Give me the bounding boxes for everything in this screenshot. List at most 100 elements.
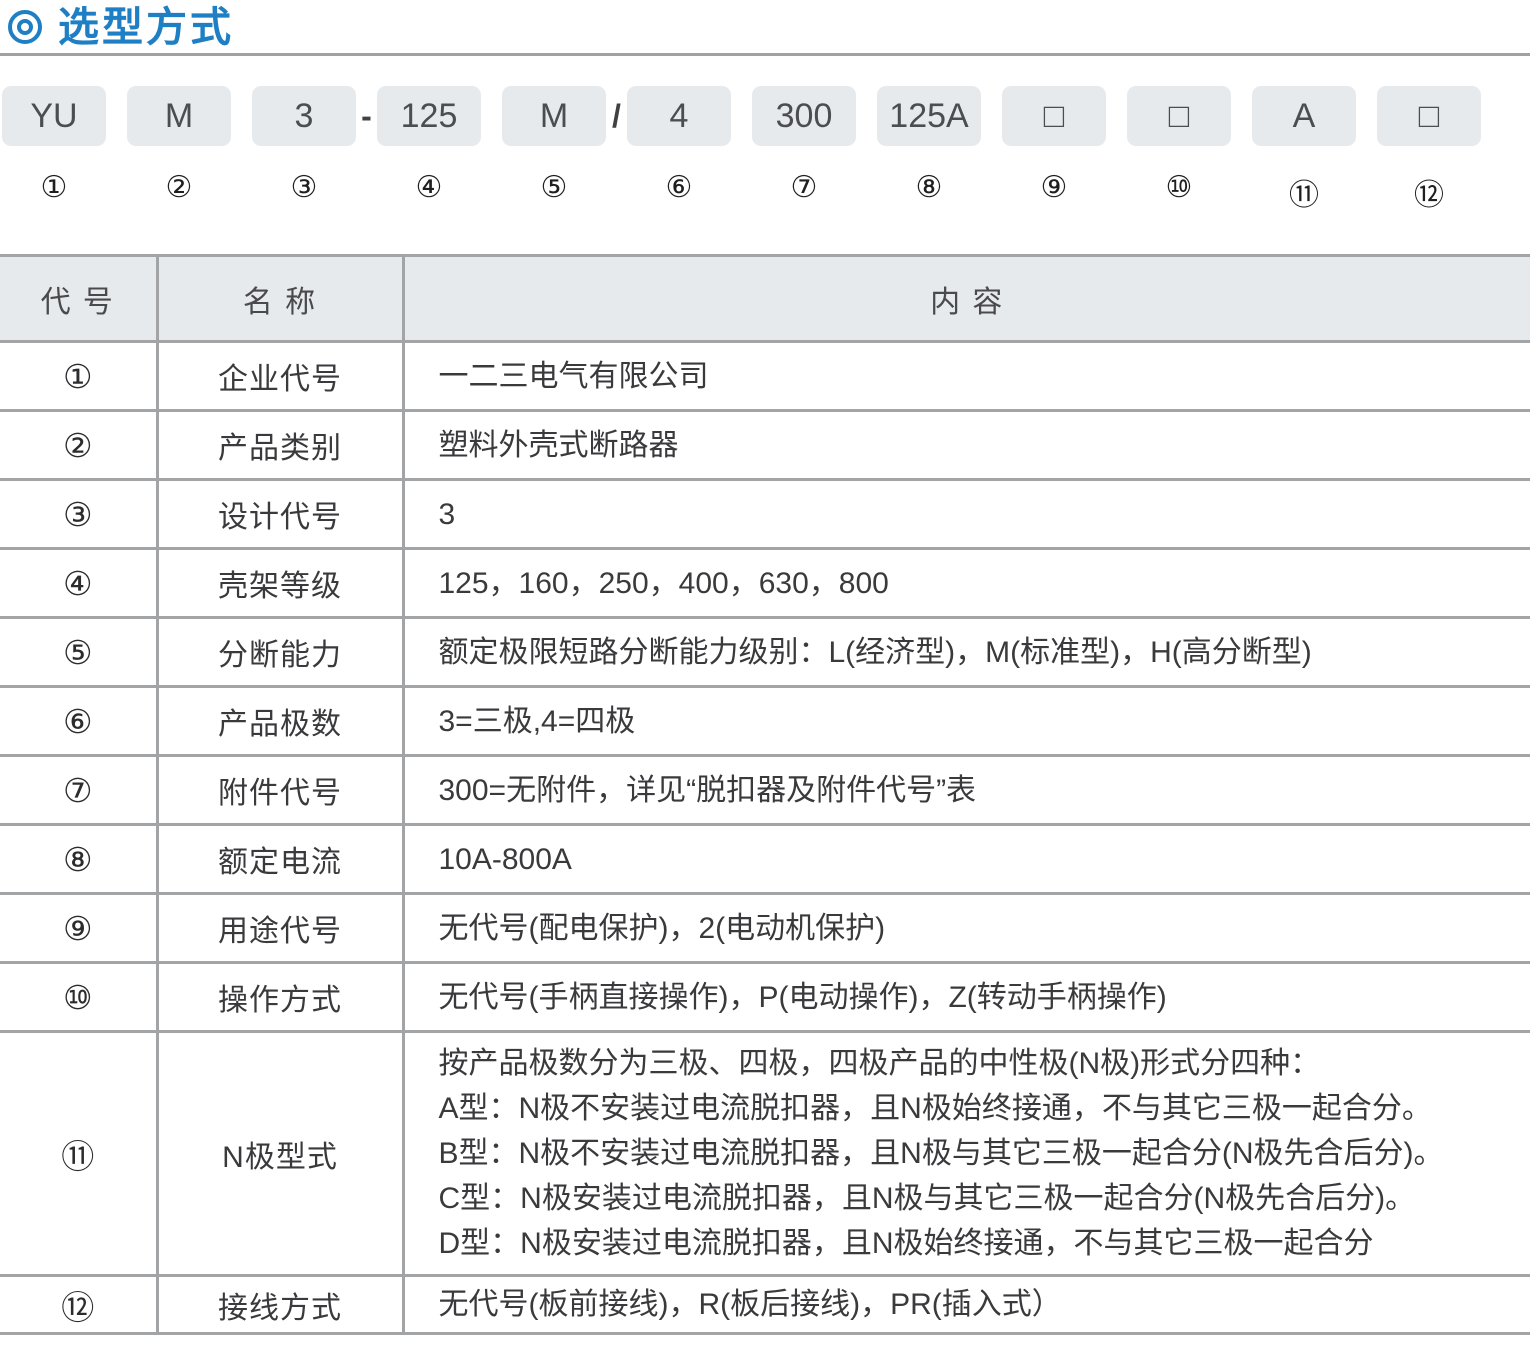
model-code-box: 125 [377,86,481,146]
model-code-box: □ [1377,86,1481,146]
row-content: 无代号(配电保护)，2(电动机保护) [401,892,1530,964]
row-name: 操作方式 [155,961,405,1033]
model-code-index: ① [40,171,68,204]
row-content-line: D型：N极安装过电流脱扣器，且N极始终接通，不与其它三极一起合分 [438,1227,1374,1260]
table-row: ⑪ N极型式 按产品极数分为三极、四极，四极产品的中性极(N极)形式分四种： A型：N… [0,1030,1530,1277]
model-code-box: 125A [877,86,981,146]
model-code-index: ⑩ [1165,171,1193,204]
row-content: 额定极限短路分断能力级别：L(经济型)，M(标准型)，H(高分断型) [401,616,1530,688]
row-content: 3 [401,478,1530,550]
row-content-line: 3=三极,4=四极 [438,704,636,738]
model-code-row: YU ① M ② 3 ③ -125 ④ M ⑤/4 ⑥ 300 ⑦ 125A ⑧ □ ⑨ □ ⑩ A ⑪ □ ⑫ [2,86,1530,214]
model-code-box: 300 [752,86,856,146]
row-name: 产品极数 [155,685,405,757]
row-content: 一二三电气有限公司 [401,340,1530,412]
row-code: ② [0,409,159,481]
row-name: 壳架等级 [155,547,405,619]
model-code-separator-glyph: - [361,97,372,134]
model-code-unit: □ ⑨ [1002,86,1106,205]
row-content-line: C型：N极安装过电流脱扣器，且N极与其它三极一起合分(N极先合后分)。 [438,1182,1416,1215]
row-name: N极型式 [155,1030,405,1277]
row-name: 附件代号 [155,754,405,826]
selection-table: 代 号 名 称 内 容 ① 企业代号 一二三电气有限公司 ② 产品类别 塑料外壳式断路器 ③… [0,254,1530,1335]
model-code-box: □ [1127,86,1231,146]
row-content-line: B型：N极不安装过电流脱扣器，且N极与其它三极一起合分(N极先合后分)。 [438,1137,1444,1170]
model-code-box: 3 [252,86,356,146]
row-content: 10A-800A [401,823,1530,895]
row-content: 按产品极数分为三极、四极，四极产品的中性极(N极)形式分四种： A型：N极不安装过… [401,1030,1530,1277]
model-code-index: ⑦ [790,171,818,204]
model-code-index: ⑨ [1040,171,1068,204]
model-code-box: M [502,86,606,146]
model-code-index: ④ [415,171,443,204]
row-content-line: 塑料外壳式断路器 [438,428,679,462]
table-row: ⑧ 额定电流 10A-800A [0,823,1530,895]
row-content-line: 10A-800A [438,842,572,876]
model-code-separator: - [356,86,377,146]
row-code: ④ [0,547,159,619]
model-code-unit: □ ⑩ [1127,86,1231,205]
model-code-index: ⑪ [1289,179,1319,212]
row-code: ⑩ [0,961,159,1033]
row-code: ⑦ [0,754,159,826]
table-row: ② 产品类别 塑料外壳式断路器 [0,409,1530,481]
model-code-box: □ [1002,86,1106,146]
row-content: 塑料外壳式断路器 [401,409,1530,481]
model-code-index: ⑥ [665,171,693,204]
row-content: 125，160，250，400，630，800 [401,547,1530,619]
row-content-line: 125，160，250，400，630，800 [438,566,889,600]
row-content-line: 一二三电气有限公司 [438,359,709,393]
row-name: 分断能力 [155,616,405,688]
model-code-separator: / [606,86,627,146]
table-row: ⑤ 分断能力 额定极限短路分断能力级别：L(经济型)，M(标准型)，H(高分断型) [0,616,1530,688]
table-row: ⑦ 附件代号 300=无附件，详见“脱扣器及附件代号”表 [0,754,1530,826]
model-code-index: ⑧ [915,171,943,204]
row-content-line: 无代号(板前接线)，R(板后接线)，PR(插入式） [438,1288,1062,1321]
table-row: ⑥ 产品极数 3=三极,4=四极 [0,685,1530,757]
row-content-line: A型：N极不安装过电流脱扣器，且N极始终接通，不与其它三极一起合分。 [438,1092,1432,1125]
row-code: ⑪ [0,1030,159,1277]
row-name: 用途代号 [155,892,405,964]
row-name: 产品类别 [155,409,405,481]
row-content: 无代号(板前接线)，R(板后接线)，PR(插入式） [401,1274,1530,1335]
table-row: ⑩ 操作方式 无代号(手柄直接操作)，P(电动操作)，Z(转动手柄操作) [0,961,1530,1033]
row-content-line: 无代号(手柄直接操作)，P(电动操作)，Z(转动手柄操作) [438,980,1167,1014]
double-circle-bullet-inner [17,19,33,35]
row-code: ⑨ [0,892,159,964]
model-code-box: A [1252,86,1356,146]
table-row: ⑫ 接线方式 无代号(板前接线)，R(板后接线)，PR(插入式） [0,1274,1530,1335]
model-code-unit: 300 ⑦ [752,86,856,205]
row-content-line: 额定极限短路分断能力级别：L(经济型)，M(标准型)，H(高分断型) [438,635,1312,669]
selection-table-body: ① 企业代号 一二三电气有限公司 ② 产品类别 塑料外壳式断路器 ③ 设计代号 3 ④ 壳架等级 12… [0,340,1530,1335]
model-code-index: ⑤ [540,171,568,204]
row-code: ⑤ [0,616,159,688]
model-code-unit: YU ① [2,86,106,205]
row-content: 300=无附件，详见“脱扣器及附件代号”表 [401,754,1530,826]
section-title: 选型方式 [58,3,234,50]
row-name: 企业代号 [155,340,405,412]
row-name: 额定电流 [155,823,405,895]
model-code-box: YU [2,86,106,146]
header-divider [0,53,1530,56]
table-row: ① 企业代号 一二三电气有限公司 [0,340,1530,412]
model-code-box: 4 [627,86,731,146]
row-name: 接线方式 [155,1274,405,1335]
row-code: ① [0,340,159,412]
col-header-name: 名 称 [155,254,405,343]
model-code-index: ③ [290,171,318,204]
model-code-unit: □ ⑫ [1377,86,1481,214]
row-content-line: 无代号(配电保护)，2(电动机保护) [438,911,886,945]
col-header-code: 代 号 [0,254,159,343]
model-code-box: M [127,86,231,146]
table-row: ⑨ 用途代号 无代号(配电保护)，2(电动机保护) [0,892,1530,964]
table-row: ③ 设计代号 3 [0,478,1530,550]
row-content-line: 3 [438,497,456,531]
col-header-content: 内 容 [401,254,1530,343]
row-name: 设计代号 [155,478,405,550]
